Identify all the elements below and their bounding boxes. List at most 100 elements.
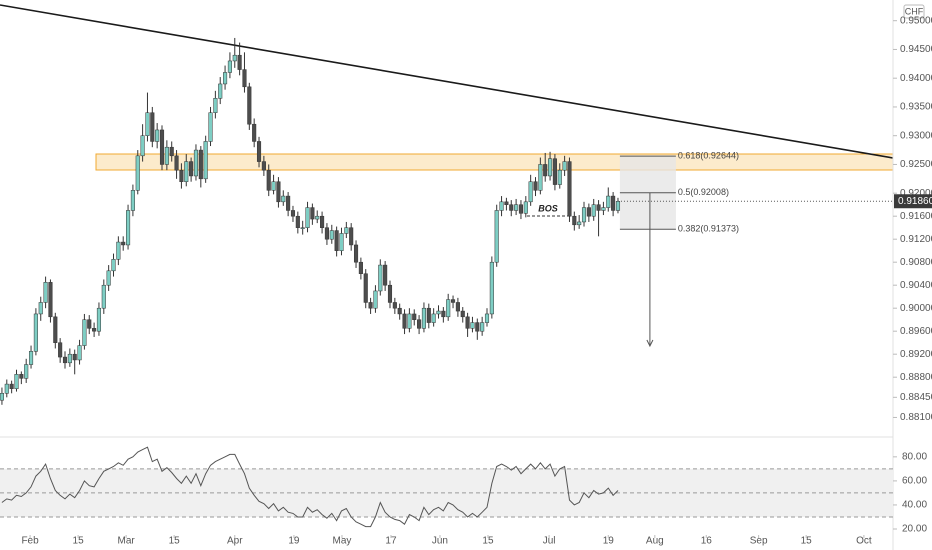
candle-body bbox=[237, 54, 242, 70]
candle-body bbox=[38, 302, 43, 315]
candle-body bbox=[135, 155, 140, 191]
rsi-line bbox=[1, 446, 619, 528]
candle-body bbox=[227, 60, 232, 73]
candle-body bbox=[315, 215, 320, 220]
candle-body bbox=[392, 302, 397, 309]
candle-body bbox=[218, 83, 223, 99]
x-tick-label: Oct bbox=[856, 536, 872, 547]
candle-body bbox=[184, 161, 189, 182]
candle-body bbox=[324, 227, 329, 240]
candle-body bbox=[72, 353, 77, 361]
x-tick-label: 19 bbox=[603, 536, 615, 547]
fib-label: 0.618(0.92644) bbox=[678, 151, 739, 161]
candle-body bbox=[358, 261, 363, 274]
candle-body bbox=[286, 195, 291, 211]
candle-body bbox=[130, 190, 135, 211]
candle-body bbox=[96, 307, 102, 332]
candle-body bbox=[417, 319, 422, 329]
x-tick-label: Feb bbox=[21, 536, 39, 547]
bos-label: BOS bbox=[538, 203, 558, 213]
candle-body bbox=[266, 169, 271, 191]
rsi-y-tick-label: 80.00 bbox=[902, 451, 927, 462]
candle-body bbox=[281, 195, 286, 203]
candle-body bbox=[198, 149, 203, 180]
candle-body bbox=[24, 364, 29, 379]
candle-body bbox=[533, 181, 538, 191]
candle-body bbox=[9, 383, 14, 389]
candle-body bbox=[256, 141, 262, 162]
candle-body bbox=[261, 161, 266, 171]
candle-body bbox=[247, 86, 252, 125]
candle-body bbox=[412, 313, 417, 320]
candle-body bbox=[208, 112, 213, 142]
candle-body bbox=[407, 313, 412, 329]
candle-body bbox=[523, 201, 528, 214]
candle-body bbox=[450, 299, 456, 303]
candle-body bbox=[572, 215, 577, 226]
candle-body bbox=[455, 302, 460, 312]
candle-body bbox=[601, 207, 606, 211]
candle-body bbox=[193, 149, 199, 177]
candle-body bbox=[499, 201, 504, 211]
candle-body bbox=[111, 259, 116, 272]
candle-body bbox=[43, 282, 48, 303]
candle-body bbox=[252, 123, 257, 142]
candle-body bbox=[426, 307, 431, 323]
candle-body bbox=[305, 207, 310, 228]
target-arrow-head bbox=[646, 339, 654, 348]
candle-body bbox=[383, 264, 388, 286]
x-tick-label: 17 bbox=[385, 536, 397, 547]
last-price-tag bbox=[894, 194, 932, 209]
candle-body bbox=[140, 135, 145, 157]
candle-body bbox=[615, 201, 621, 211]
candle-body bbox=[421, 307, 426, 329]
candle-body bbox=[373, 290, 378, 309]
candle-body bbox=[101, 284, 106, 309]
candle-body bbox=[344, 227, 349, 234]
candle-body bbox=[19, 374, 24, 379]
candle-body bbox=[402, 313, 407, 329]
candle-body bbox=[82, 319, 87, 346]
candle-body bbox=[387, 284, 393, 303]
candle-body bbox=[53, 316, 58, 343]
fib-label: 0.5(0.92008) bbox=[678, 187, 729, 197]
x-tick-label: Aug bbox=[646, 536, 664, 547]
candle-body bbox=[397, 307, 402, 315]
candle-body bbox=[14, 374, 19, 389]
x-tick-label: 15 bbox=[482, 536, 494, 547]
candle-body bbox=[465, 316, 470, 329]
candle-body bbox=[591, 204, 596, 217]
x-tick-label: 19 bbox=[288, 536, 300, 547]
candle-body bbox=[334, 230, 339, 251]
candle-body bbox=[271, 181, 276, 191]
candle-body bbox=[121, 241, 126, 246]
resistance-zone bbox=[95, 153, 894, 171]
candle-body bbox=[577, 221, 582, 226]
candle-body bbox=[494, 210, 499, 263]
candle-body bbox=[431, 313, 436, 323]
currency-box bbox=[903, 4, 925, 19]
candle-body bbox=[353, 244, 359, 263]
candle-body bbox=[586, 207, 591, 217]
rsi-y-tick-label: 20.00 bbox=[902, 524, 927, 535]
candle-body bbox=[276, 181, 281, 203]
x-tick-label: 15 bbox=[169, 536, 181, 547]
candle-body bbox=[189, 161, 194, 177]
candle-body bbox=[213, 98, 218, 113]
candle-body bbox=[446, 299, 451, 318]
candle-body bbox=[349, 227, 354, 246]
x-tick-label: Apr bbox=[227, 536, 243, 547]
candle-body bbox=[106, 270, 111, 286]
candle-body bbox=[460, 310, 465, 318]
candle-body bbox=[441, 310, 446, 318]
last-price-label: 0.91860 bbox=[898, 196, 932, 207]
